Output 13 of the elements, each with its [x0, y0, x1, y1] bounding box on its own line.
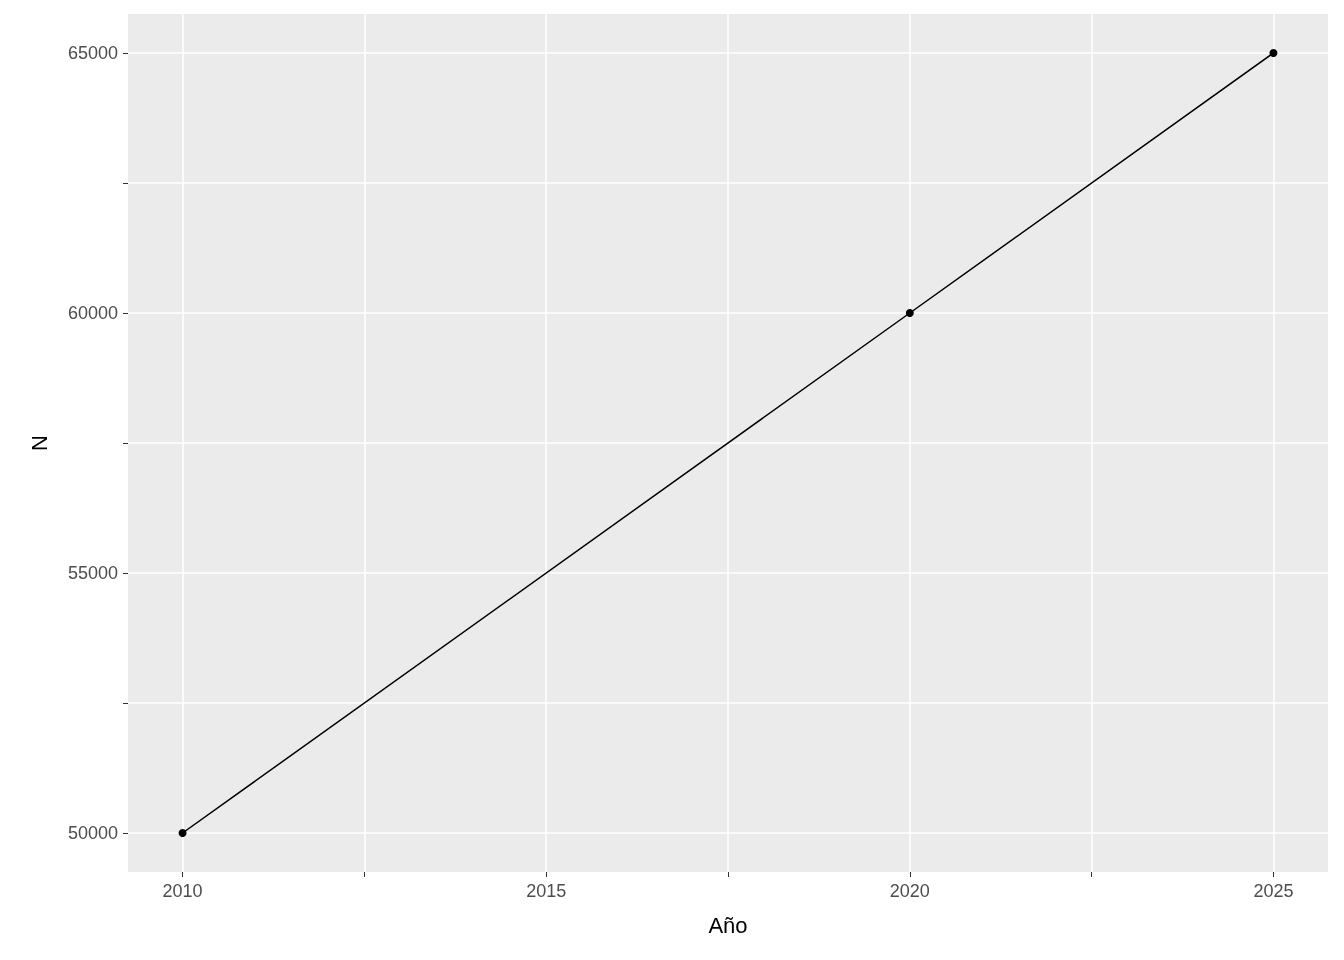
x-tick-label: 2025 [1253, 881, 1294, 901]
y-tick-label: 60000 [67, 303, 118, 323]
point [178, 829, 187, 837]
x-tick-label: 2010 [162, 881, 203, 901]
y-axis-title: N [26, 435, 52, 451]
x-axis-title: Año [708, 912, 748, 938]
x-tick-label: 2020 [889, 881, 930, 901]
x-tick-label: 2015 [526, 881, 567, 901]
y-tick-label: 50000 [67, 823, 118, 843]
y-tick-label: 55000 [67, 563, 118, 583]
point [905, 309, 914, 317]
y-tick-label: 65000 [67, 43, 118, 63]
point [1269, 49, 1278, 57]
